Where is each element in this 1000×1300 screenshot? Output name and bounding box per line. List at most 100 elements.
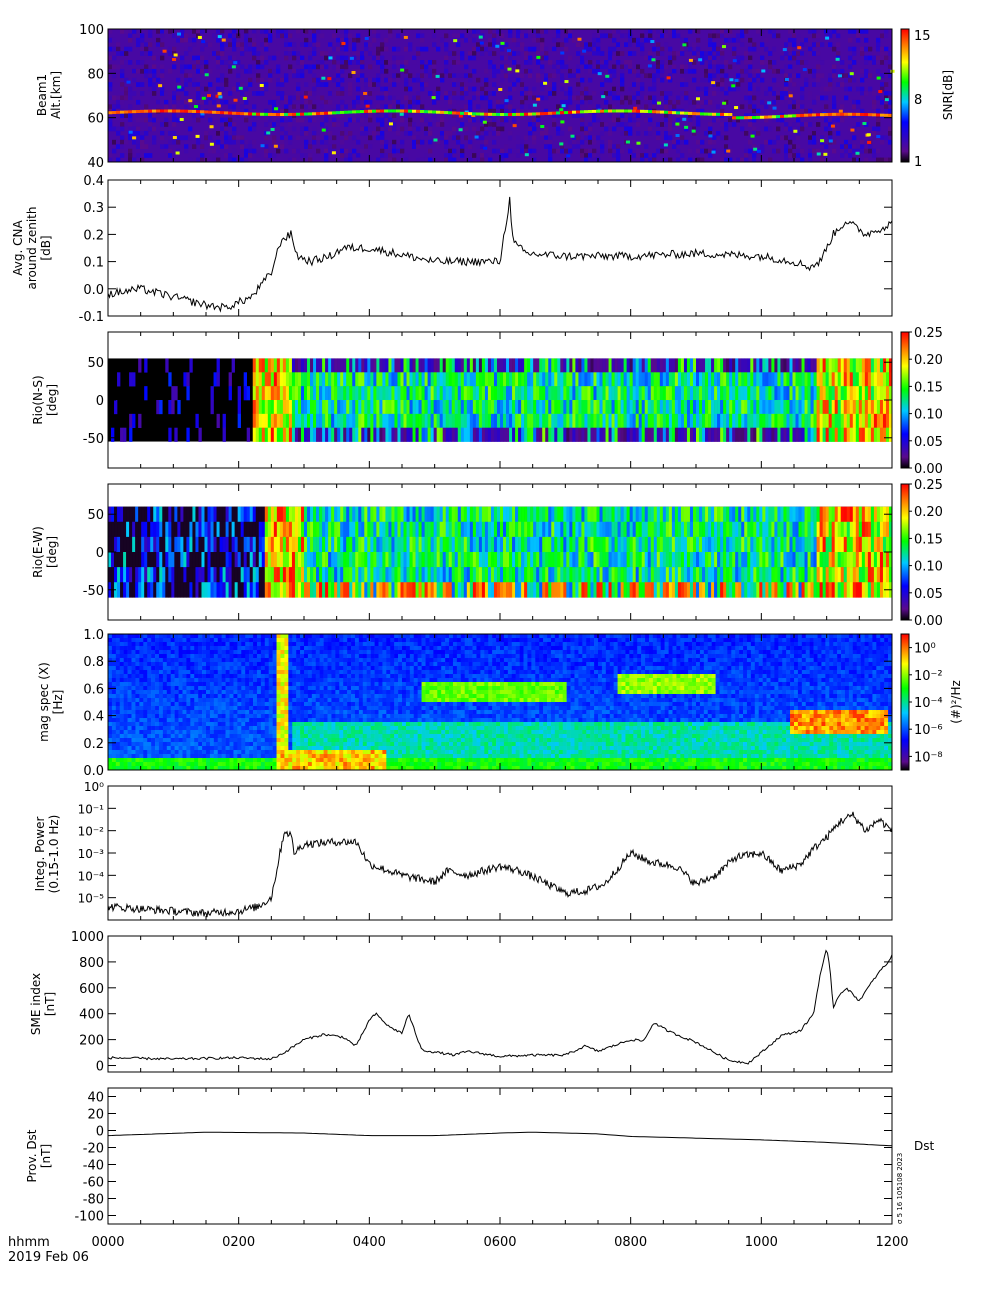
rio-cell: [774, 400, 778, 415]
radar-noise-cell: [584, 135, 589, 141]
radar-noise-cell: [620, 99, 625, 105]
radar-noise-cell: [196, 139, 201, 145]
rio-cell: [469, 413, 474, 429]
radar-noise-cell: [744, 68, 749, 74]
radar-noise-cell: [812, 130, 817, 136]
rio-cell: [852, 372, 857, 387]
rio-cell: [686, 413, 691, 429]
radar-noise-cell: [392, 148, 397, 154]
rio-cell: [448, 400, 453, 415]
radar-noise-cell: [440, 73, 445, 79]
rio-cell: [282, 427, 287, 442]
radar-noise-cell: [488, 104, 493, 110]
rio-cell: [689, 400, 694, 415]
radar-noise-cell: [244, 157, 249, 163]
rio-cell: [117, 536, 121, 553]
radar-noise-cell: [468, 73, 473, 79]
radar-noise-cell: [752, 144, 757, 149]
rio-cell: [490, 358, 495, 373]
radar-noise-cell: [876, 122, 881, 127]
rio-cell: [358, 427, 362, 442]
rio-cell: [692, 386, 697, 401]
rio-cell: [195, 521, 199, 538]
rio-cell: [331, 413, 335, 429]
rio-cell: [623, 358, 627, 373]
rio-cell: [647, 413, 652, 429]
rio-cell: [533, 372, 537, 387]
radar-noise-cell: [232, 157, 237, 163]
rio-cell: [840, 358, 845, 373]
rio-cell: [533, 400, 537, 415]
radar-noise-cell: [584, 64, 589, 70]
radar-noise-cell: [120, 139, 125, 145]
radar-noise-cell: [380, 42, 385, 48]
radar-noise-cell: [564, 37, 569, 43]
radar-noise-cell: [696, 37, 701, 43]
radar-noise-cell: [260, 122, 265, 127]
radar-echo-cell: [838, 109, 843, 113]
radar-noise-cell: [792, 104, 797, 110]
radar-echo-cell: [753, 147, 758, 151]
radar-noise-cell: [416, 139, 421, 145]
radar-noise-cell: [440, 117, 445, 123]
rio-cell: [343, 400, 347, 415]
radar-noise-cell: [336, 64, 341, 70]
radar-noise-cell: [620, 86, 625, 92]
rio-ew-image: [108, 506, 893, 598]
rio-cell: [662, 400, 667, 415]
radar-noise-cell: [564, 29, 569, 34]
radar-noise-cell: [836, 42, 841, 48]
radar-noise-cell: [160, 86, 165, 92]
radar-echo-cell: [431, 96, 436, 100]
radar-noise-cell: [788, 55, 793, 61]
radar-noise-cell: [264, 108, 269, 114]
radar-noise-cell: [656, 37, 661, 43]
radar-noise-cell: [504, 55, 509, 61]
radar-noise-cell: [228, 157, 233, 163]
radar-echo-cell: [540, 125, 545, 129]
rio-cell: [858, 427, 863, 442]
radar-noise-cell: [340, 148, 345, 154]
radar-noise-cell: [844, 86, 849, 92]
radar-noise-cell: [788, 104, 793, 110]
rio-cell: [352, 358, 356, 373]
radar-noise-cell: [800, 37, 805, 43]
rio-cell: [304, 413, 308, 429]
rio-cell: [216, 372, 220, 387]
radar-noise-cell: [544, 135, 549, 141]
rio-cell: [291, 567, 296, 583]
rio-cell: [352, 536, 356, 553]
rio-cell: [279, 386, 284, 401]
radar-echo-cell: [328, 56, 333, 60]
radar-noise-cell: [520, 99, 525, 105]
radar-noise-cell: [772, 139, 777, 145]
rio-cell: [509, 372, 513, 387]
radar-noise-cell: [516, 153, 521, 158]
rio-cell: [780, 413, 784, 429]
radar-noise-cell: [744, 144, 749, 149]
radar-noise-cell: [740, 104, 745, 110]
radar-echo-cell: [761, 69, 766, 73]
radar-noise-cell: [552, 51, 557, 56]
radar-noise-cell: [852, 157, 857, 163]
radar-noise-cell: [584, 68, 589, 74]
rio-cell: [647, 358, 652, 373]
radar-noise-cell: [492, 68, 497, 74]
radar-noise-cell: [788, 95, 793, 101]
radar-noise-cell: [184, 91, 189, 96]
rio-cell: [569, 400, 573, 415]
rio-cell: [777, 372, 781, 387]
rio-cell: [129, 521, 133, 538]
radar-noise-cell: [688, 29, 693, 34]
radar-layer-cell: [412, 109, 417, 113]
rio-cell: [487, 400, 492, 415]
radar-noise-cell: [200, 113, 205, 118]
radar-noise-cell: [352, 37, 357, 43]
rio-cell: [246, 567, 251, 583]
radar-noise-cell: [108, 117, 113, 123]
rio-cell: [551, 400, 555, 415]
radar-noise-cell: [692, 55, 697, 61]
rio-cell: [840, 427, 845, 442]
radar-noise-cell: [572, 33, 577, 39]
